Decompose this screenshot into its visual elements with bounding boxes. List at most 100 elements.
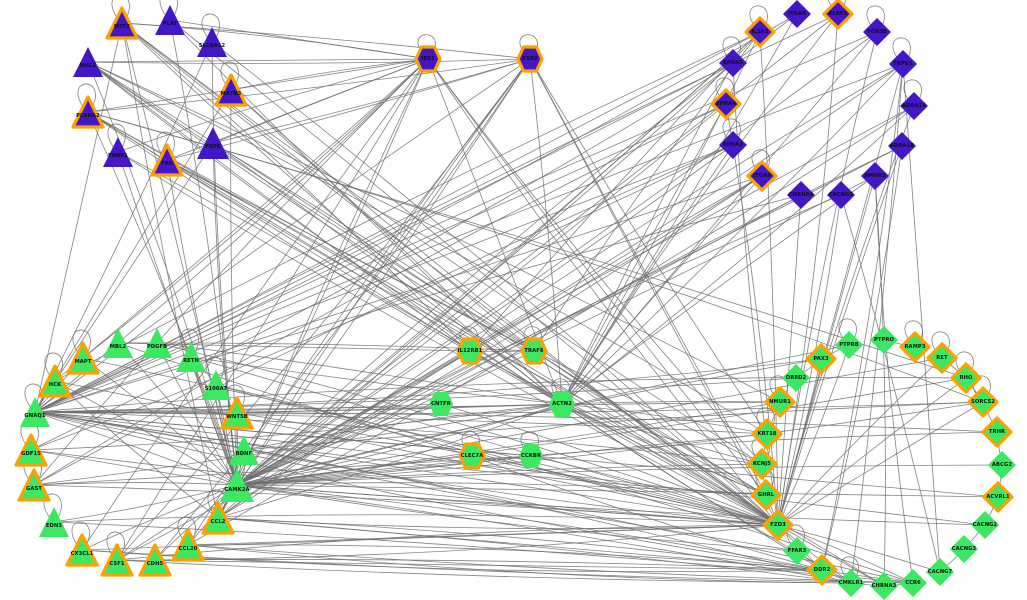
graph-node-ptprb[interactable]: PTPRB: [834, 330, 864, 360]
graph-node-clec7a[interactable]: CLEC7A: [458, 442, 486, 470]
edge: [34, 144, 734, 413]
edge: [236, 31, 878, 486]
graph-node-trpv1[interactable]: TRPV1: [888, 49, 918, 79]
self-loop-edge: [71, 521, 90, 547]
graph-node-abcg2[interactable]: ABCG2: [987, 450, 1017, 480]
graph-node-csf1[interactable]: CSF1: [100, 543, 134, 577]
graph-node-nmur1[interactable]: NMUR1: [764, 386, 796, 418]
graph-node-nrg1[interactable]: NRG1: [71, 45, 105, 79]
graph-node-plxna2[interactable]: PLXNA2: [71, 95, 105, 129]
self-loop-edge: [904, 320, 923, 344]
graph-node-il12rb1[interactable]: IL12RB1: [456, 337, 484, 365]
self-loop-edge: [769, 375, 788, 399]
self-loop-edge: [44, 352, 63, 378]
graph-node-gnaq1[interactable]: GNAQ1: [18, 395, 52, 429]
graph-node-frk[interactable]: FRK: [150, 143, 184, 177]
self-loop-edge: [931, 331, 950, 355]
graph-node-sorcs2[interactable]: SORCS2: [967, 386, 999, 418]
graph-node-gdf15[interactable]: GDF15: [14, 433, 48, 467]
graph-node-cdh5[interactable]: CDH5: [138, 543, 172, 577]
graph-node-epha4[interactable]: EPHA4: [710, 88, 742, 120]
graph-node-plat[interactable]: PLAT: [153, 3, 187, 37]
self-loop-edge: [156, 131, 175, 157]
graph-node-il1r2[interactable]: IL1R2: [744, 16, 776, 48]
edge: [236, 403, 563, 414]
edge: [236, 350, 471, 486]
edge: [34, 175, 763, 413]
edge: [236, 484, 999, 498]
graph-node-gast[interactable]: GAST: [17, 468, 51, 502]
graph-node-adra1a[interactable]: ADRA1A: [899, 91, 929, 121]
graph-node-hck[interactable]: HCK: [38, 364, 72, 398]
graph-node-cckbr[interactable]: CCKBR: [518, 443, 544, 469]
edge: [54, 58, 429, 382]
edge: [471, 455, 823, 571]
graph-node-bdnf[interactable]: BDNF: [227, 433, 261, 467]
graph-node-traf6[interactable]: TRAF6: [520, 337, 548, 365]
graph-node-epha5[interactable]: EPHA5: [718, 48, 748, 78]
edge: [236, 401, 781, 486]
edge: [236, 464, 1003, 486]
edge: [30, 449, 779, 526]
edge: [217, 403, 563, 519]
graph-node-ddr2[interactable]: DDR2: [806, 554, 838, 586]
graph-node-mbl2[interactable]: MBL2: [101, 326, 135, 360]
graph-node-ccl20[interactable]: CCL20: [171, 528, 205, 562]
graph-node-mtf2[interactable]: MTF2: [105, 6, 139, 40]
edge: [166, 58, 429, 161]
edge: [116, 58, 429, 561]
graph-node-scn3b[interactable]: SCN3B: [862, 17, 892, 47]
graph-node-esr2[interactable]: ESR2: [516, 45, 544, 73]
graph-node-trhr[interactable]: TRHR: [981, 416, 1013, 448]
graph-node-ramp3[interactable]: RAMP3: [899, 331, 931, 363]
graph-node-itga9[interactable]: ITGA9: [746, 160, 778, 192]
edge: [34, 89, 232, 413]
graph-node-wnt5b[interactable]: WNT5B: [220, 396, 254, 430]
graph-node-camk2a[interactable]: CAMK2A: [218, 466, 256, 504]
graph-node-kcnj5[interactable]: KCNJ5: [746, 448, 778, 480]
graph-node-cx3cl1[interactable]: CX3CL1: [65, 533, 99, 567]
edge: [34, 411, 986, 526]
edge: [236, 350, 535, 486]
edge: [440, 403, 779, 526]
self-loop-edge: [892, 37, 911, 61]
edge: [187, 544, 823, 571]
graph-node-ccr6[interactable]: CCR6: [898, 568, 928, 598]
edge: [230, 89, 238, 486]
graph-node-matn3[interactable]: MATN3: [214, 73, 248, 107]
graph-node-ptpro[interactable]: PTPRO: [869, 325, 899, 355]
graph-node-cacng5[interactable]: CACNG5: [826, 180, 856, 210]
graph-node-acvrl1[interactable]: ACVRL1: [982, 481, 1014, 513]
self-loop-edge: [159, 0, 178, 17]
edge: [874, 175, 886, 587]
edge: [87, 58, 531, 64]
graph-node-cntfr[interactable]: CNTFR: [428, 391, 454, 417]
edge: [166, 159, 535, 352]
graph-node-cacng7[interactable]: CACNG7: [925, 557, 955, 587]
graph-node-actn2[interactable]: ACTN2: [548, 390, 576, 418]
self-loop-edge: [43, 493, 62, 519]
graph-node-ghrl[interactable]: GHRL: [750, 479, 782, 511]
graph-node-adra1b[interactable]: ADRA1B: [887, 131, 917, 161]
graph-node-klrf2[interactable]: KLRF2: [822, 0, 854, 30]
edge: [212, 142, 563, 405]
graph-node-fgf6[interactable]: FGF6: [195, 125, 231, 161]
graph-node-chrna3[interactable]: CHRNA3: [869, 571, 899, 600]
graph-node-ccl2[interactable]: CCL2: [201, 501, 235, 535]
edge: [427, 58, 779, 526]
graph-node-chrna4[interactable]: CHRNA4: [786, 180, 816, 210]
graph-node-cmklr1[interactable]: CMKLR1: [836, 568, 866, 598]
edge: [230, 89, 563, 405]
graph-node-pdgfb[interactable]: PDGFB: [140, 326, 174, 360]
graph-node-fnbp1[interactable]: FNBP1: [101, 135, 135, 169]
graph-node-slc6a12[interactable]: SLC6A12: [195, 25, 229, 59]
edge: [34, 63, 904, 413]
edge: [166, 159, 238, 486]
graph-node-irs1[interactable]: IRS1: [414, 45, 442, 73]
graph-node-krt18[interactable]: KRT18: [751, 418, 783, 450]
graph-node-itga8[interactable]: ITGA8: [782, 0, 812, 29]
graph-node-epha3[interactable]: EPHA3: [718, 130, 748, 160]
graph-node-amhr2[interactable]: AMHR2: [860, 161, 890, 191]
